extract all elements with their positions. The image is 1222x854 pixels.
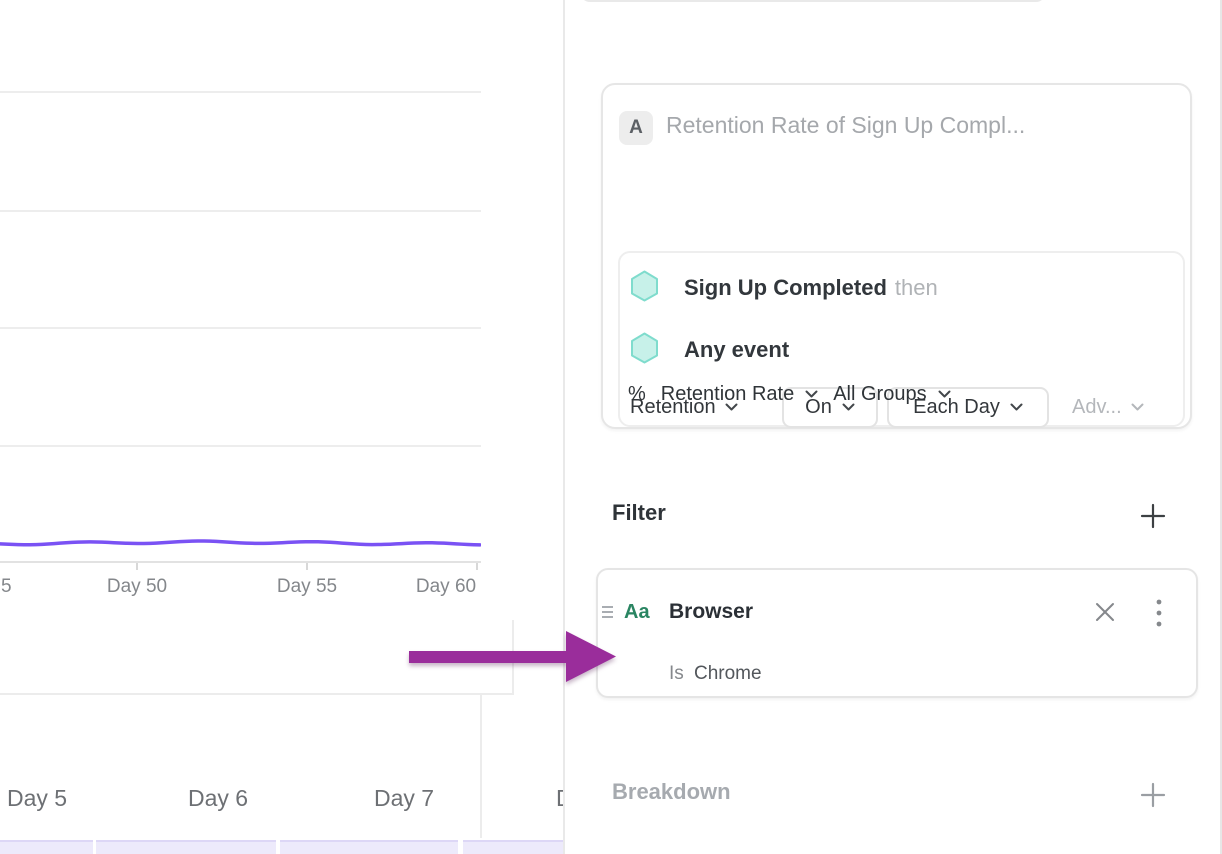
event-name[interactable]: Sign Up Completed [684, 275, 887, 300]
chart-gridline [0, 210, 481, 212]
event-name[interactable]: Any event [684, 337, 790, 362]
filter-property-name[interactable]: Browser [669, 600, 754, 623]
measure-metric-dropdown[interactable]: Retention Rate [661, 383, 818, 406]
chart-gridline [0, 91, 481, 93]
chevron-down-icon [842, 403, 855, 411]
chevron-down-icon [805, 390, 818, 397]
groups-label: All Groups [833, 382, 927, 405]
on-label: On [805, 396, 832, 418]
event-hexagon-icon [631, 270, 658, 302]
table-column-divider [480, 695, 482, 838]
event-hexagon-icon [631, 332, 658, 364]
report-canvas: 5 Day 50 Day 55 Day 60 Day 5 Day 6 Day 7… [0, 0, 563, 854]
x-axis-tick [136, 563, 138, 570]
query-builder-panel: A Retention Rate of Sign Up Compl... Sig… [563, 0, 1222, 854]
table-column-header: D [556, 785, 563, 812]
granularity-dropdown[interactable]: Each Day [887, 387, 1049, 428]
chart-gridline [0, 445, 481, 447]
breakdown-section-heading: Breakdown [612, 779, 731, 804]
metric-title[interactable]: Retention Rate of Sign Up Compl... [666, 112, 1026, 138]
filter-section-heading: Filter [612, 500, 666, 525]
series-badge-a[interactable]: A [619, 111, 653, 145]
table-column-header: Day 7 [373, 785, 435, 811]
chevron-down-icon [725, 403, 738, 411]
add-filter-button[interactable] [1138, 501, 1168, 531]
drag-handle-icon[interactable] [602, 606, 613, 619]
section-divider [0, 693, 514, 695]
x-axis-tick [476, 563, 478, 570]
x-axis-line [0, 561, 481, 563]
chevron-down-icon [1131, 403, 1144, 411]
retention-table-cell[interactable] [0, 840, 93, 854]
retention-table-cell[interactable] [463, 840, 563, 854]
retention-type-label: Retention [630, 396, 716, 418]
kebab-menu-icon [1156, 599, 1162, 627]
percent-icon: % [628, 382, 646, 405]
event-definition-card: Sign Up Completed then Any event Retentio… [618, 251, 1187, 428]
table-column-header: Day 6 [187, 785, 249, 811]
x-tick-label: Day 55 [276, 576, 338, 597]
advanced-dropdown[interactable]: Adv... [1072, 387, 1144, 428]
x-tick-label: Day 60 [415, 576, 477, 597]
filter-options-button[interactable] [1155, 597, 1169, 631]
x-tick-label: 5 [1, 576, 12, 597]
filter-operator[interactable]: Is [669, 663, 684, 684]
filter-card: Aa Browser Is Chrome [596, 568, 1198, 698]
panel-right-edge [1220, 0, 1222, 854]
retention-controls-row: Retention On Each Day [620, 387, 1187, 428]
chevron-down-icon [1010, 403, 1023, 411]
event-step-1[interactable]: Sign Up Completed then [684, 275, 938, 301]
plus-icon [1140, 782, 1166, 808]
string-property-icon: Aa [624, 601, 650, 623]
annotation-arrow [409, 631, 616, 682]
event-suffix: then [894, 275, 938, 300]
metric-card-a: A Retention Rate of Sign Up Compl... Sig… [601, 83, 1192, 429]
groups-dropdown[interactable]: All Groups [833, 382, 951, 406]
remove-filter-button[interactable] [1094, 601, 1118, 625]
plus-icon [1140, 503, 1166, 529]
retention-type-dropdown[interactable]: Retention [630, 387, 738, 428]
measure-row: % Retention Rate All Groups [628, 378, 951, 410]
x-tick-label: Day 50 [106, 576, 168, 597]
retention-table-cell[interactable] [280, 840, 458, 854]
retention-trend-line[interactable] [0, 535, 481, 551]
filter-value[interactable]: Chrome [694, 663, 762, 684]
x-axis-tick [306, 563, 308, 570]
event-step-2[interactable]: Any event [684, 337, 797, 363]
advanced-label: Adv... [1072, 396, 1122, 418]
measure-metric-label: Retention Rate [660, 382, 795, 405]
table-column-header: Day 5 [6, 785, 68, 811]
close-icon [1096, 603, 1114, 621]
scrolled-card-edge [580, 0, 1046, 2]
add-breakdown-button[interactable] [1138, 780, 1168, 810]
chart-gridline [0, 327, 481, 329]
chevron-down-icon [938, 390, 951, 397]
retention-table-cell[interactable] [96, 840, 276, 854]
granularity-label: Each Day [913, 396, 1000, 418]
on-property-dropdown[interactable]: On [782, 387, 878, 428]
